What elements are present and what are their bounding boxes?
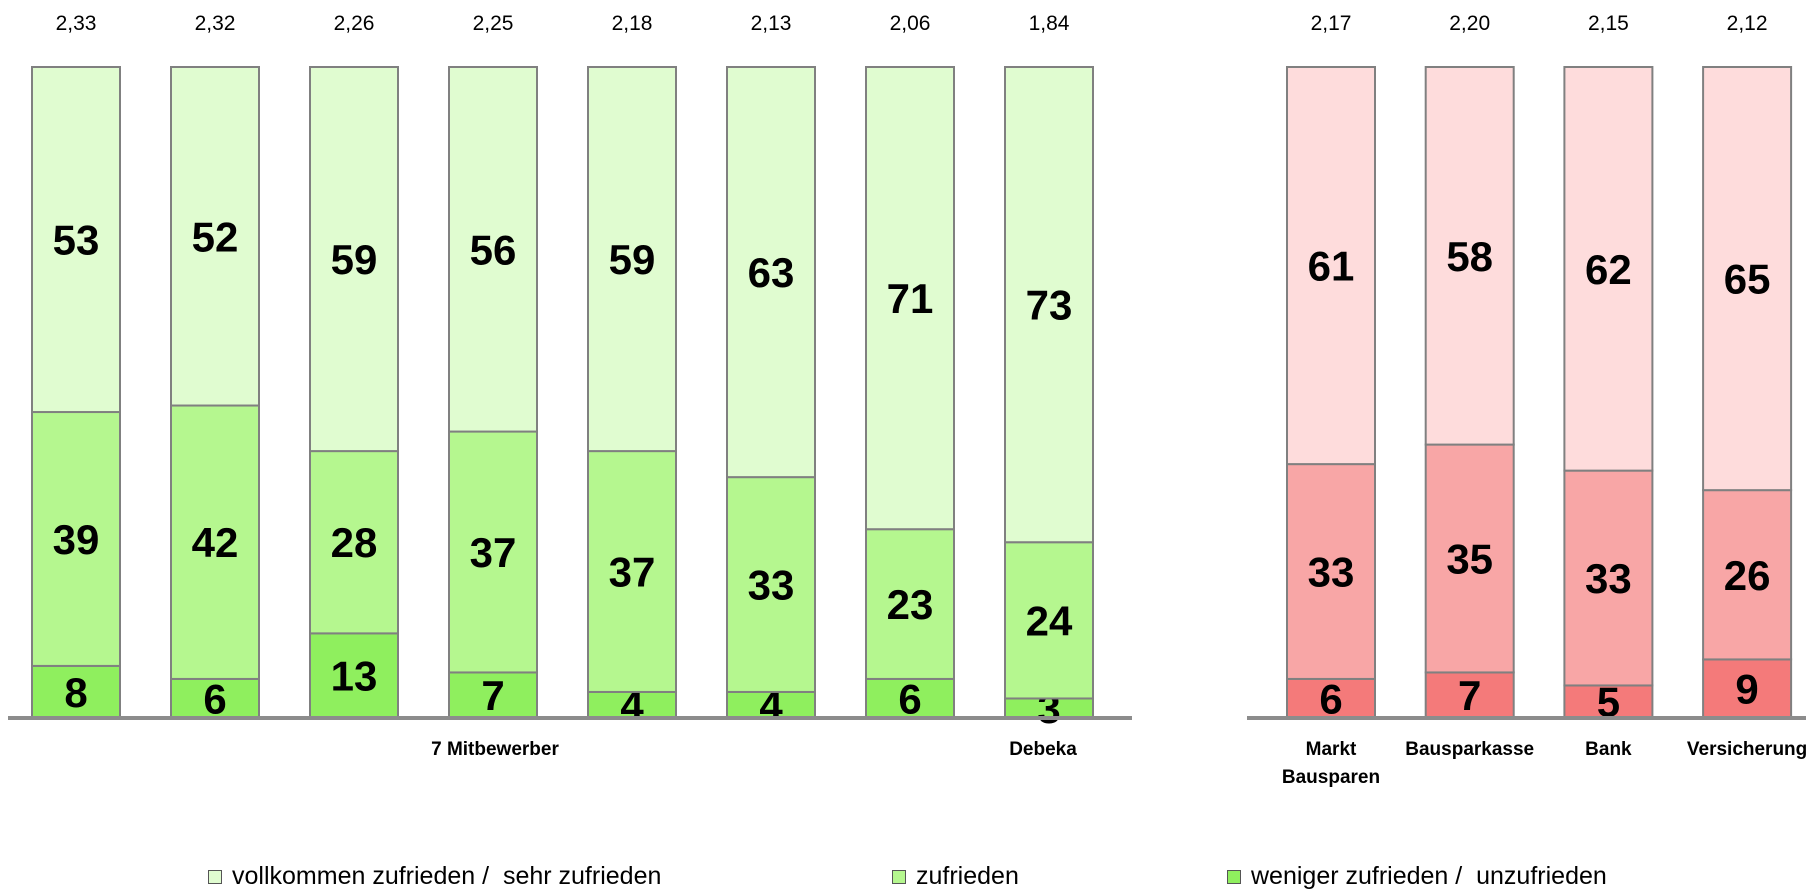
value-label: 7 [1458, 672, 1481, 719]
value-label: 5 [1597, 679, 1620, 726]
bar-segment-unzufrieden [31, 664, 121, 719]
bar-segment-sehr-zufrieden [448, 66, 538, 433]
mean-score-label: 2,20 [1449, 12, 1490, 35]
bar-segment-sehr-zufrieden [1004, 66, 1094, 544]
bar-segment-sehr-zufrieden [1702, 66, 1793, 492]
legend-label-zufrieden: zufrieden [916, 862, 1019, 890]
value-label: 7 [481, 672, 504, 719]
mean-score-label: 1,84 [1029, 12, 1070, 35]
value-label: 42 [192, 519, 239, 566]
bar-segment-zufrieden [1004, 541, 1094, 700]
bar-segment-zufrieden [1702, 489, 1793, 661]
legend-swatch-zufrieden [892, 869, 906, 884]
value-label: 37 [470, 529, 517, 576]
bar-segment-zufrieden [448, 430, 538, 674]
bar-segment-sehr-zufrieden [726, 66, 816, 479]
value-label: 61 [1308, 243, 1355, 290]
bar-segment-unzufrieden [170, 677, 260, 720]
bar-segment-sehr-zufrieden [1424, 66, 1515, 446]
mean-score-label: 2,15 [1588, 12, 1629, 35]
value-label: 62 [1585, 246, 1632, 293]
value-label: 35 [1446, 536, 1493, 583]
value-label: 13 [331, 653, 378, 700]
mean-score-label: 2,32 [195, 12, 236, 35]
value-label: 39 [53, 516, 100, 563]
legend-swatch-unzufrieden [1227, 869, 1241, 884]
value-label: 73 [1026, 282, 1073, 329]
bar-segment-zufrieden [309, 450, 399, 635]
value-label: 8 [64, 669, 87, 716]
legend-swatch-sehr-zufrieden [208, 869, 222, 884]
value-label: 6 [1319, 675, 1342, 722]
bar-segment-unzufrieden [1286, 677, 1376, 720]
value-label: 23 [887, 581, 934, 628]
value-label: 65 [1724, 256, 1771, 303]
value-label: 6 [203, 675, 226, 722]
bar-segment-sehr-zufrieden [1286, 66, 1376, 466]
category-label-mitbewerber: 7 Mitbewerber [431, 739, 559, 760]
value-label: 26 [1724, 552, 1771, 599]
category-label: Bank [1585, 739, 1632, 760]
bar-segment-zufrieden [31, 411, 121, 667]
mean-score-label: 2,17 [1311, 12, 1352, 35]
mean-score-label: 2,12 [1727, 12, 1768, 35]
mean-score-label: 2,25 [473, 12, 514, 35]
category-label-debeka: Debeka [1009, 739, 1077, 760]
value-label: 33 [1585, 555, 1632, 602]
legend-item-unzufrieden: weniger zufrieden / unzufrieden [1227, 862, 1607, 891]
bar-segment-zufrieden [587, 450, 677, 693]
mean-score-label: 2,06 [890, 12, 931, 35]
value-label: 33 [748, 562, 795, 609]
value-label: 58 [1446, 233, 1493, 280]
value-label: 59 [609, 236, 656, 283]
category-label: Bausparen [1282, 767, 1380, 788]
bar-segment-zufrieden [170, 404, 260, 680]
value-label: 37 [609, 549, 656, 596]
value-label: 6 [898, 675, 921, 722]
mean-score-label: 2,18 [612, 12, 653, 35]
legend-label-sehr-zufrieden: vollkommen zufrieden / sehr zufrieden [232, 862, 662, 890]
legend-item-sehr-zufrieden: vollkommen zufrieden / sehr zufrieden [208, 862, 661, 891]
bar-segment-sehr-zufrieden [31, 66, 121, 414]
value-label: 53 [53, 217, 100, 264]
value-label: 28 [331, 519, 378, 566]
value-label: 52 [192, 213, 239, 260]
value-label: 56 [470, 226, 517, 273]
mean-score-label: 2,13 [751, 12, 792, 35]
mean-score-label: 2,26 [334, 12, 375, 35]
value-label: 63 [748, 249, 795, 296]
value-label: 71 [887, 275, 934, 322]
bar-segment-sehr-zufrieden [1563, 66, 1654, 472]
category-label: Bausparkasse [1405, 739, 1534, 760]
bar-segment-sehr-zufrieden [309, 66, 399, 453]
bar-segment-sehr-zufrieden [587, 66, 677, 453]
bar-segment-unzufrieden [448, 671, 538, 719]
bar-segment-zufrieden [865, 528, 955, 680]
category-label: Markt [1306, 739, 1357, 760]
category-label: Versicherung [1687, 739, 1806, 760]
bar-segment-unzufrieden [1563, 684, 1654, 720]
legend: vollkommen zufrieden / sehr zufrieden zu… [0, 862, 1806, 892]
bar-segment-unzufrieden [1702, 658, 1793, 719]
value-label: 33 [1308, 549, 1355, 596]
bar-segment-sehr-zufrieden [170, 66, 260, 407]
legend-item-zufrieden: zufrieden [892, 862, 1019, 891]
value-label: 24 [1026, 597, 1073, 644]
value-label: 59 [331, 236, 378, 283]
legend-label-unzufrieden: weniger zufrieden / unzufrieden [1251, 862, 1607, 890]
mean-score-label: 2,33 [56, 12, 97, 35]
bar-segment-sehr-zufrieden [865, 66, 955, 531]
value-label: 9 [1735, 666, 1758, 713]
bar-segment-zufrieden [726, 476, 816, 693]
